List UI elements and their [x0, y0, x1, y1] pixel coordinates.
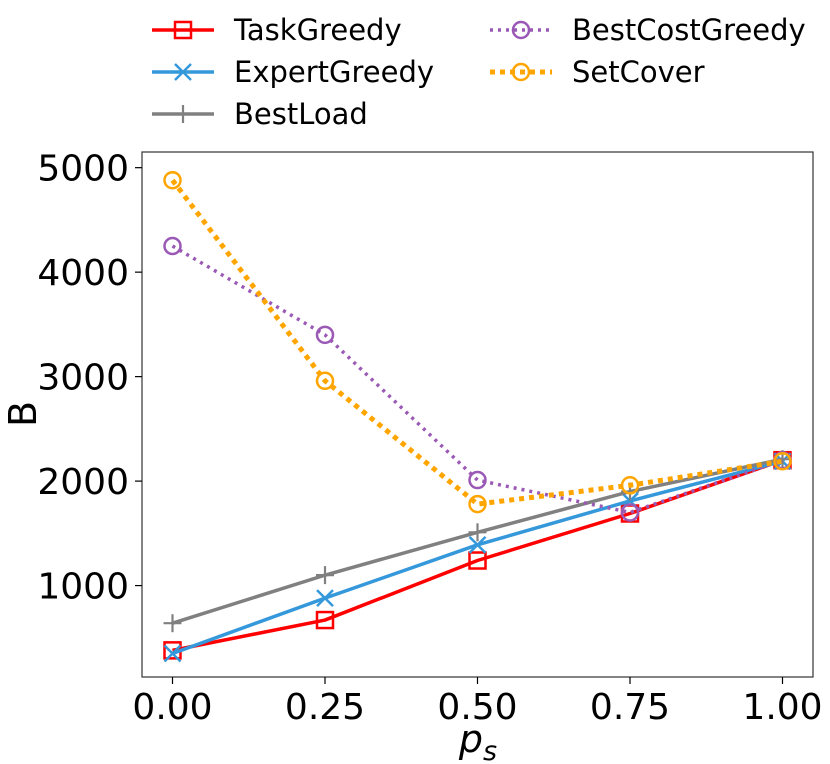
x-tick-label-1: 0.25	[285, 687, 365, 728]
point-setcover-0	[163, 170, 182, 190]
y-tick-label-3: 4000	[37, 253, 129, 294]
point-taskgreedy-1	[315, 610, 335, 630]
legend-item-bestload: BestLoad	[152, 97, 368, 131]
x-tick-label-4: 1.00	[742, 687, 822, 728]
point-setcover-3	[620, 476, 640, 495]
legend-label-expertgreedy: ExpertGreedy	[234, 55, 434, 89]
point-bestcostgreedy-3	[620, 503, 640, 522]
point-setcover-4	[773, 452, 792, 471]
point-bestcostgreedy-0	[163, 236, 182, 256]
axes-layer: 0.00 0.25 0.50 0.75 1.00 1000 2000 3000 4000 5000	[37, 149, 822, 728]
plot-frame	[141, 151, 814, 678]
legend-label-bestcostgreedy: BestCostGreedy	[572, 13, 806, 47]
x-axis-label: ps	[458, 717, 497, 764]
legend-label-setcover: SetCover	[572, 55, 705, 89]
x-tick-label-0: 0.00	[132, 687, 212, 728]
series-expertgreedy	[163, 452, 792, 663]
legend-item-setcover: SetCover	[490, 55, 705, 89]
point-setcover-1	[315, 371, 335, 391]
legend: TaskGreedy ExpertGreedy BestLoad BestCostGr…	[152, 13, 806, 131]
series-layer	[163, 170, 792, 663]
series-line-setcover	[170, 178, 783, 507]
legend-marker-expertgreedy-stroke-b	[174, 63, 192, 81]
legend-label-bestload: BestLoad	[234, 97, 368, 131]
legend-marker-bestcostgreedy	[511, 20, 531, 40]
y-tick-label-1: 2000	[37, 462, 129, 503]
x-tick-label-2: 0.50	[437, 687, 517, 728]
y-axis-label: B	[1, 401, 45, 427]
point-bestload-0	[163, 614, 182, 633]
series-line-taskgreedy	[172, 458, 784, 653]
point-expertgreedy-0-stroke-b	[163, 644, 182, 663]
legend-marker-setcover	[511, 62, 531, 82]
series-setcover	[163, 170, 792, 514]
x-axis-label-subscript: s	[483, 736, 497, 764]
y-tick-label-2: 3000	[37, 358, 129, 399]
point-bestload-2	[468, 523, 487, 542]
legend-marker-taskgreedy	[173, 20, 193, 40]
y-tick-label-4: 5000	[37, 149, 129, 190]
point-bestcostgreedy-1	[315, 325, 335, 345]
legend-label-taskgreedy: TaskGreedy	[233, 13, 402, 47]
legend-marker-expertgreedy	[174, 63, 192, 81]
legend-item-bestcostgreedy: BestCostGreedy	[490, 13, 806, 47]
y-tick-label-0: 1000	[37, 567, 129, 608]
point-bestcostgreedy-2	[468, 470, 487, 490]
point-expertgreedy-2-stroke-b	[468, 535, 487, 554]
point-expertgreedy-0	[163, 644, 182, 663]
series-line-expertgreedy	[171, 459, 783, 656]
point-expertgreedy-1	[316, 589, 334, 608]
legend-item-taskgreedy: TaskGreedy	[152, 13, 402, 47]
point-taskgreedy-2	[468, 551, 487, 570]
point-expertgreedy-2	[468, 535, 487, 554]
point-expertgreedy-1-stroke-b	[316, 589, 334, 608]
x-tick-label-3: 0.75	[590, 687, 670, 728]
legend-marker-bestload	[174, 105, 192, 123]
x-axis-label-main: p	[458, 717, 483, 761]
point-bestload-1	[316, 566, 334, 585]
point-setcover-2	[468, 494, 487, 514]
legend-item-expertgreedy: ExpertGreedy	[152, 55, 434, 89]
series-bestload	[163, 450, 792, 633]
